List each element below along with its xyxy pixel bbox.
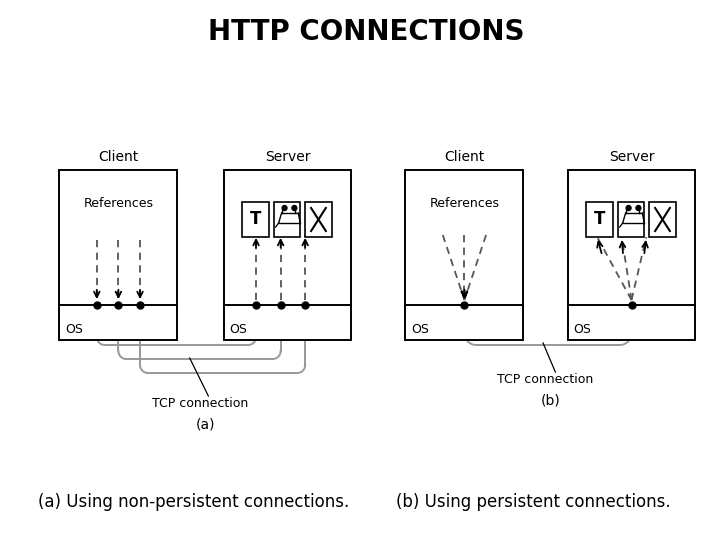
Text: (a): (a) [196, 417, 215, 431]
Bar [405, 170, 523, 340]
Text: T: T [250, 211, 261, 228]
Text: T: T [594, 211, 606, 228]
Text: Client: Client [444, 150, 485, 164]
Text: References: References [429, 197, 500, 210]
Bar [60, 170, 177, 340]
Bar [274, 202, 300, 237]
Text: (a) Using non-persistent connections.: (a) Using non-persistent connections. [38, 493, 350, 511]
Bar [242, 202, 269, 237]
Bar [586, 202, 613, 237]
Text: OS: OS [66, 323, 84, 336]
Text: Client: Client [99, 150, 138, 164]
Text: OS: OS [574, 323, 591, 336]
Bar [224, 170, 351, 340]
Text: Server: Server [609, 150, 654, 164]
Text: TCP connection: TCP connection [498, 373, 594, 386]
Text: References: References [84, 197, 153, 210]
Circle shape [292, 206, 297, 211]
Text: HTTP CONNECTIONS: HTTP CONNECTIONS [208, 18, 524, 46]
Bar [305, 202, 332, 237]
Text: (b): (b) [541, 393, 560, 407]
Text: (b) Using persistent connections.: (b) Using persistent connections. [396, 493, 670, 511]
Circle shape [282, 206, 287, 211]
Text: TCP connection: TCP connection [153, 397, 248, 410]
Text: Server: Server [265, 150, 310, 164]
Bar [649, 202, 676, 237]
Text: OS: OS [230, 323, 248, 336]
Text: OS: OS [411, 323, 429, 336]
Bar [567, 170, 696, 340]
Bar [618, 202, 644, 237]
Circle shape [626, 206, 631, 211]
Circle shape [636, 206, 641, 211]
